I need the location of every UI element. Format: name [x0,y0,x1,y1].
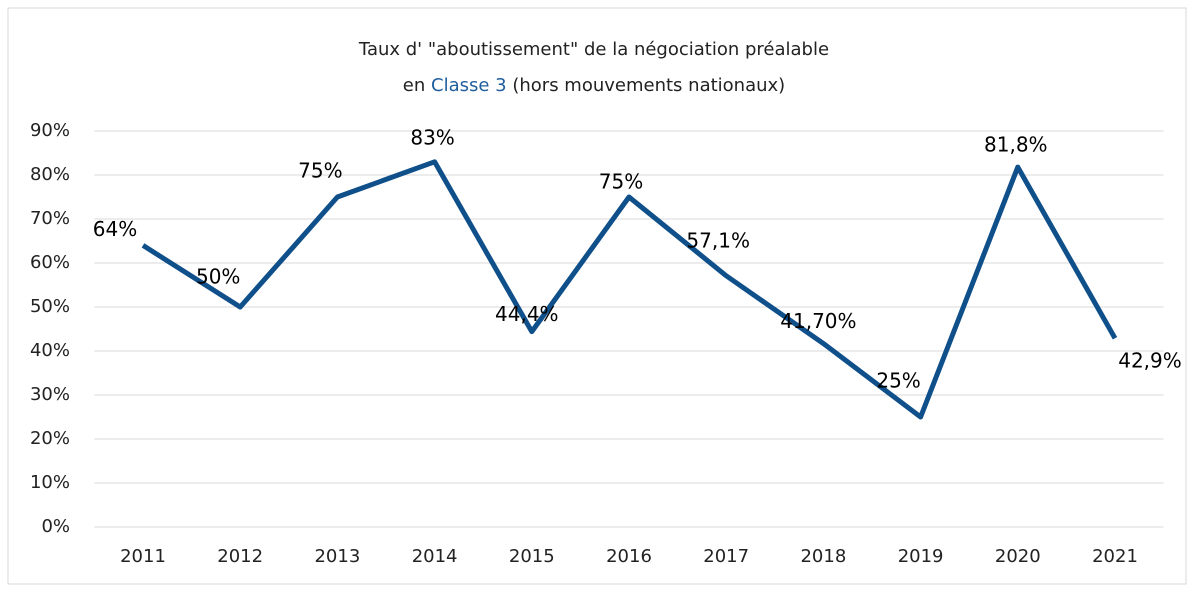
y-tick-label: 60% [30,252,70,273]
x-tick-label: 2015 [509,546,555,567]
y-tick-label: 80% [30,164,70,185]
y-tick-label: 0% [41,516,70,537]
x-tick-label: 2017 [703,546,749,567]
chart-border [7,7,1187,585]
data-label: 42,9% [1118,349,1182,373]
data-label: 50% [196,265,240,289]
title-part: (hors mouvements nationaux) [512,75,785,96]
y-tick-label: 40% [30,340,70,361]
x-tick-label: 2019 [898,546,944,567]
chart-title: Taux d' "aboutissement" de la négociatio… [358,39,829,60]
y-tick-label: 70% [30,208,70,229]
y-tick-label: 10% [30,472,70,493]
y-tick-label: 90% [30,120,70,141]
x-tick-label: 2021 [1092,546,1138,567]
y-tick-label: 30% [30,384,70,405]
data-label: 75% [298,159,342,183]
x-tick-label: 2011 [120,546,166,567]
data-label: 83% [410,125,454,149]
data-label: 81,8% [984,133,1048,157]
data-label: 44,4% [495,302,559,326]
data-label: 41,70% [780,309,856,333]
y-tick-label: 20% [30,428,70,449]
x-tick-label: 2018 [800,546,846,567]
line [141,159,1118,420]
x-tick-label: 2014 [412,546,458,567]
chart-subtitle: en Classe 3 (hors mouvements nationaux) [403,75,785,96]
title-part: en [403,75,425,96]
data-label: 57,1% [686,228,750,252]
x-tick-label: 2012 [217,546,263,567]
data-label: 64% [93,217,137,241]
x-tick-label: 2016 [606,546,652,567]
y-tick-label: 50% [30,296,70,317]
title-highlight: Classe 3 [431,75,507,96]
data-label: 75% [599,170,643,194]
x-tick-label: 2013 [314,546,360,567]
data-label: 25% [876,369,920,393]
x-tick-label: 2020 [995,546,1041,567]
